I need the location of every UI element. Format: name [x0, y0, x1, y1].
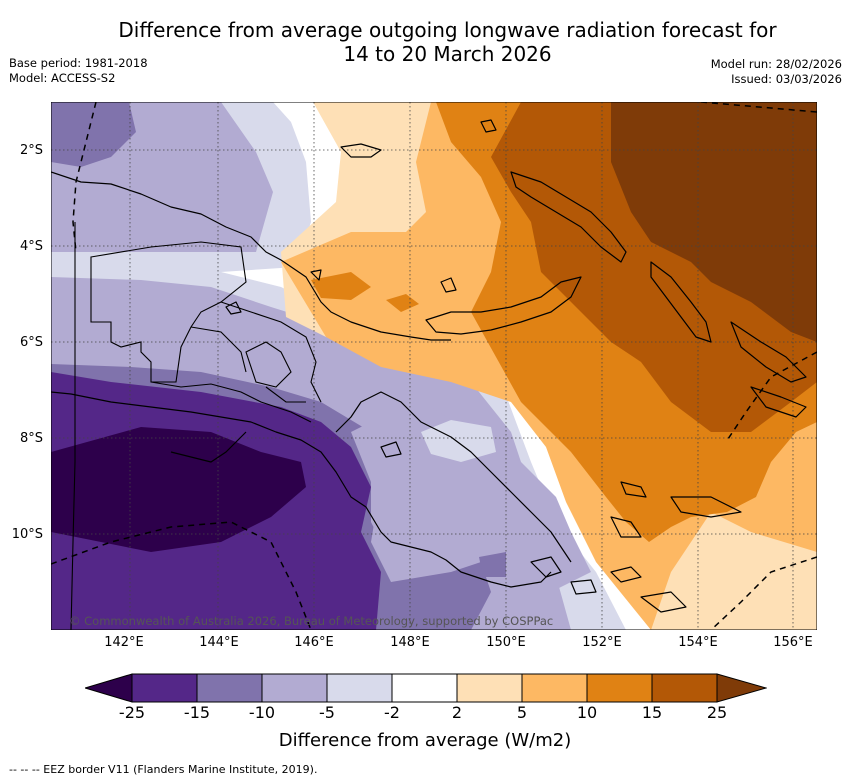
- colorbar-segment: [326, 673, 393, 703]
- colorbar-segment: [391, 673, 458, 703]
- field-spot-2: [386, 294, 419, 312]
- lon-label-150e: 150°E: [486, 635, 526, 650]
- lat-label-2s: 2°S: [19, 143, 43, 158]
- colorbar-tick-label: 15: [641, 703, 663, 722]
- lon-label-148e: 148°E: [390, 635, 430, 650]
- lat-label-6s: 6°S: [19, 335, 43, 350]
- title-line-1: Difference from average outgoing longwav…: [118, 18, 777, 42]
- colorbar-segment: [131, 673, 198, 703]
- colorbar-tick-label: 25: [706, 703, 728, 722]
- colorbar-segment: [521, 673, 588, 703]
- lat-label-10s: 10°S: [11, 527, 43, 542]
- colorbar-tick-label: 5: [516, 703, 528, 722]
- field-band-pos25: [611, 102, 817, 342]
- map-panel: © Commonwealth of Australia 2026, Bureau…: [51, 102, 817, 630]
- lon-label-146e: 146°E: [294, 635, 334, 650]
- colorbar-segment: [586, 673, 653, 703]
- lon-label-156e: 156°E: [773, 635, 813, 650]
- field-band-neg5: [51, 102, 136, 167]
- colorbar-tick-label: 10: [576, 703, 598, 722]
- coastlines: [51, 119, 807, 613]
- colorbar-segment: [261, 673, 328, 703]
- colorbar-tick-label: 2: [451, 703, 463, 722]
- lon-label-144e: 144°E: [199, 635, 239, 650]
- issued-date: Issued: 03/03/2026: [731, 72, 842, 86]
- lon-label-154e: 154°E: [678, 635, 718, 650]
- metadata-left: Base period: 1981-2018 Model: ACCESS-S2: [9, 56, 148, 86]
- colorbar-title: Difference from average (W/m2): [278, 730, 572, 751]
- field-spot-1: [311, 272, 371, 300]
- graticule: [51, 102, 817, 630]
- colorbar: [85, 673, 767, 703]
- colorbar-tick-label: -10: [248, 703, 276, 722]
- lon-label-152e: 152°E: [582, 635, 622, 650]
- map-title: Difference from average outgoing longwav…: [0, 18, 850, 66]
- colorbar-segment: [456, 673, 523, 703]
- colorbar-tick-label: -5: [319, 703, 335, 722]
- metadata-right: Model run: 28/02/2026 Issued: 03/03/2026: [711, 57, 842, 87]
- borders: [70, 222, 322, 630]
- copyright-text: © Commonwealth of Australia 2026, Bureau…: [69, 614, 553, 628]
- field-band-neg25: [51, 427, 306, 552]
- model-run: Model run: 28/02/2026: [710, 57, 842, 71]
- title-line-2: 14 to 20 March 2026: [343, 42, 552, 66]
- lon-label-142e: 142°E: [104, 635, 144, 650]
- field-band-neg5-east: [351, 407, 591, 592]
- colorbar-high-extend: [716, 673, 767, 703]
- base-period: Base period: 1981-2018: [9, 56, 148, 70]
- lat-label-8s: 8°S: [19, 431, 43, 446]
- model-name: Model: ACCESS-S2: [9, 71, 116, 85]
- colorbar-segment: [196, 673, 263, 703]
- colorbar-low-extend: [85, 673, 133, 703]
- lat-label-4s: 4°S: [19, 239, 43, 254]
- colorbar-tick-label: -25: [118, 703, 146, 722]
- field-spot-3: [421, 420, 496, 462]
- field-spot-4: [479, 552, 506, 577]
- colorbar-segment: [651, 673, 718, 703]
- eez-footnote: -- -- -- EEZ border V11 (Flanders Marine…: [9, 763, 318, 776]
- colorbar-tick-label: -2: [384, 703, 400, 722]
- colorbar-tick-label: -15: [183, 703, 211, 722]
